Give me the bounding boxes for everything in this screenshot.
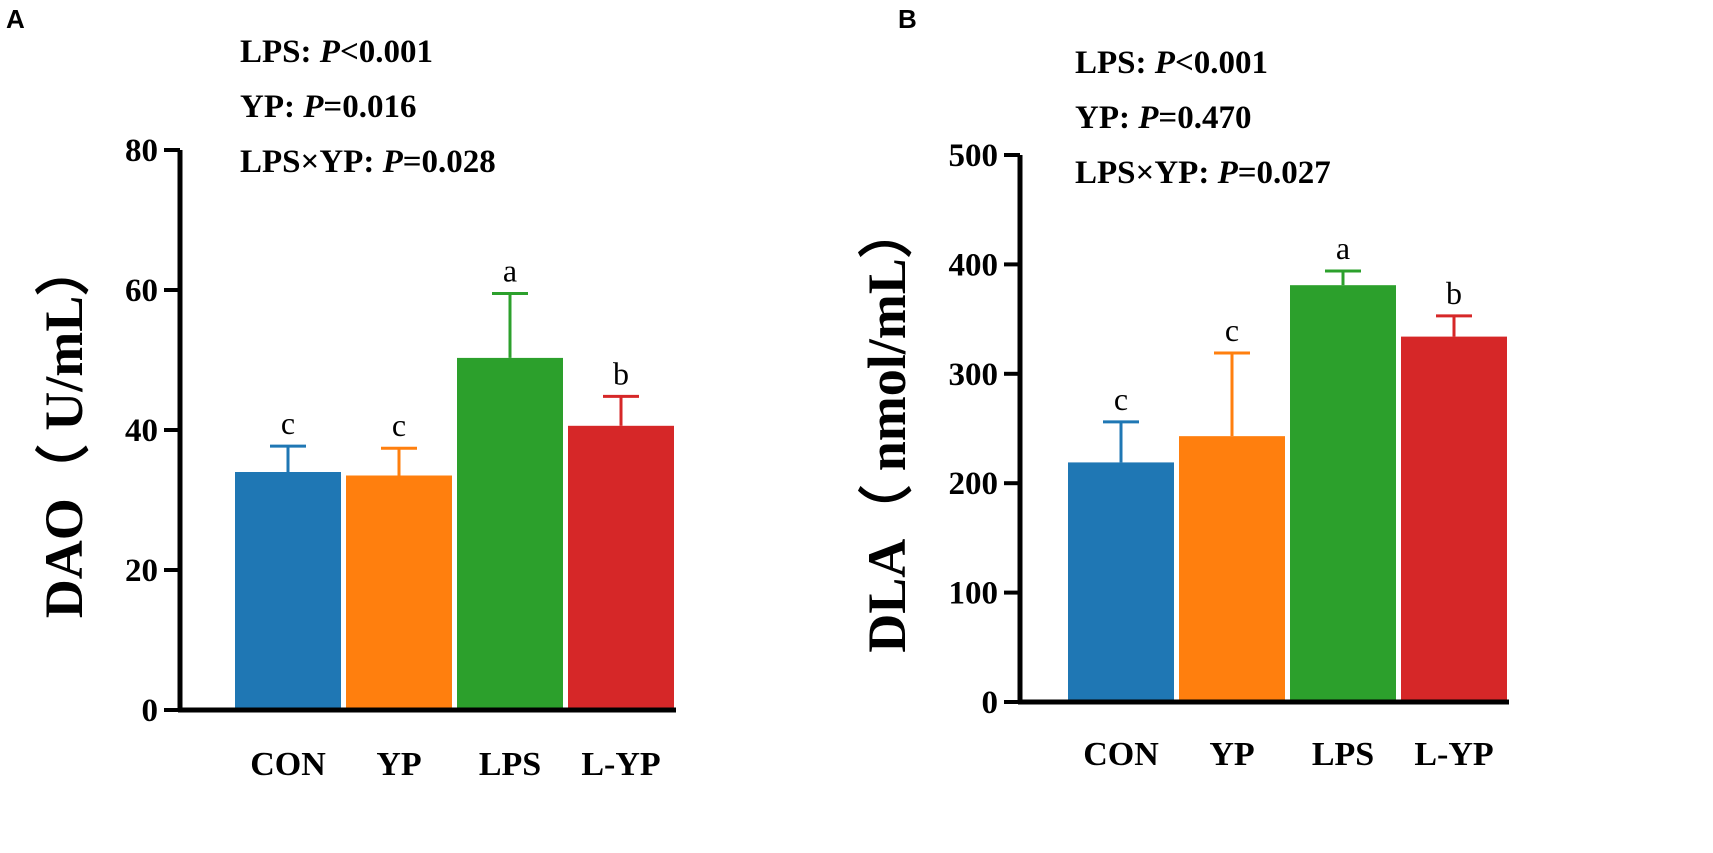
stat-p: P	[1217, 155, 1239, 191]
y-tick-label: 0	[142, 693, 159, 729]
stat-p: P	[302, 89, 324, 125]
stat-line: LPS×YP: P=0.027	[1075, 155, 1331, 191]
stat-line: LPS: P<0.001	[1075, 45, 1268, 81]
bar	[568, 425, 674, 710]
bar	[235, 472, 341, 710]
stat-line: YP: P=0.016	[240, 89, 416, 125]
stat-value: <0.001	[340, 34, 433, 70]
y-tick-label: 80	[125, 133, 158, 169]
bar	[1290, 285, 1396, 702]
significance-letter: a	[503, 253, 517, 289]
x-tick-label: LPS	[479, 746, 541, 783]
y-axis-label: DLA（ nmol/mL）	[857, 204, 917, 653]
significance-letter: b	[1446, 275, 1462, 311]
stat-value: =0.027	[1238, 155, 1331, 191]
stat-label: LPS×YP:	[1075, 155, 1218, 191]
stat-p: P	[1137, 100, 1159, 136]
panel-letter: B	[898, 4, 917, 34]
significance-letter: c	[1225, 312, 1239, 348]
stat-label: YP:	[1075, 100, 1138, 136]
stat-p: P	[319, 34, 341, 70]
significance-letter: b	[613, 355, 629, 391]
x-tick-label: YP	[1209, 736, 1254, 773]
bar	[1179, 436, 1285, 702]
x-tick-label: LPS	[1312, 736, 1374, 773]
x-tick-label: YP	[376, 746, 421, 783]
y-tick-label: 0	[982, 685, 999, 721]
y-tick-label: 200	[949, 466, 999, 502]
y-tick-label: 400	[949, 247, 999, 283]
bar	[1401, 336, 1507, 702]
significance-letter: c	[1114, 381, 1128, 417]
stat-label: YP:	[240, 89, 303, 125]
y-tick-label: 100	[949, 576, 999, 612]
y-tick-label: 40	[125, 413, 158, 449]
stat-p: P	[382, 144, 404, 180]
significance-letter: c	[392, 407, 406, 443]
x-tick-label: CON	[250, 746, 326, 783]
x-tick-label: CON	[1083, 736, 1159, 773]
stat-value: =0.016	[323, 89, 416, 125]
y-tick-label: 20	[125, 553, 158, 589]
y-tick-label: 60	[125, 273, 158, 309]
stat-label: LPS:	[1075, 45, 1155, 81]
significance-letter: c	[281, 405, 295, 441]
y-tick-label: 300	[949, 357, 999, 393]
stat-value: <0.001	[1175, 45, 1268, 81]
bar	[346, 475, 452, 710]
x-tick-label: L-YP	[1414, 736, 1493, 773]
significance-letter: a	[1336, 230, 1350, 266]
y-axis-label: DAO（ U/mL）	[34, 242, 94, 619]
stat-p: P	[1154, 45, 1176, 81]
stat-value: =0.470	[1158, 100, 1251, 136]
stat-line: LPS: P<0.001	[240, 34, 433, 70]
panel-letter: A	[6, 4, 25, 34]
stat-line: YP: P=0.470	[1075, 100, 1251, 136]
stat-line: LPS×YP: P=0.028	[240, 144, 496, 180]
stat-label: LPS:	[240, 34, 320, 70]
bar	[1068, 462, 1174, 702]
stat-value: =0.028	[403, 144, 496, 180]
bar	[457, 357, 563, 710]
stat-label: LPS×YP:	[240, 144, 383, 180]
y-tick-label: 500	[949, 138, 999, 174]
x-tick-label: L-YP	[581, 746, 660, 783]
